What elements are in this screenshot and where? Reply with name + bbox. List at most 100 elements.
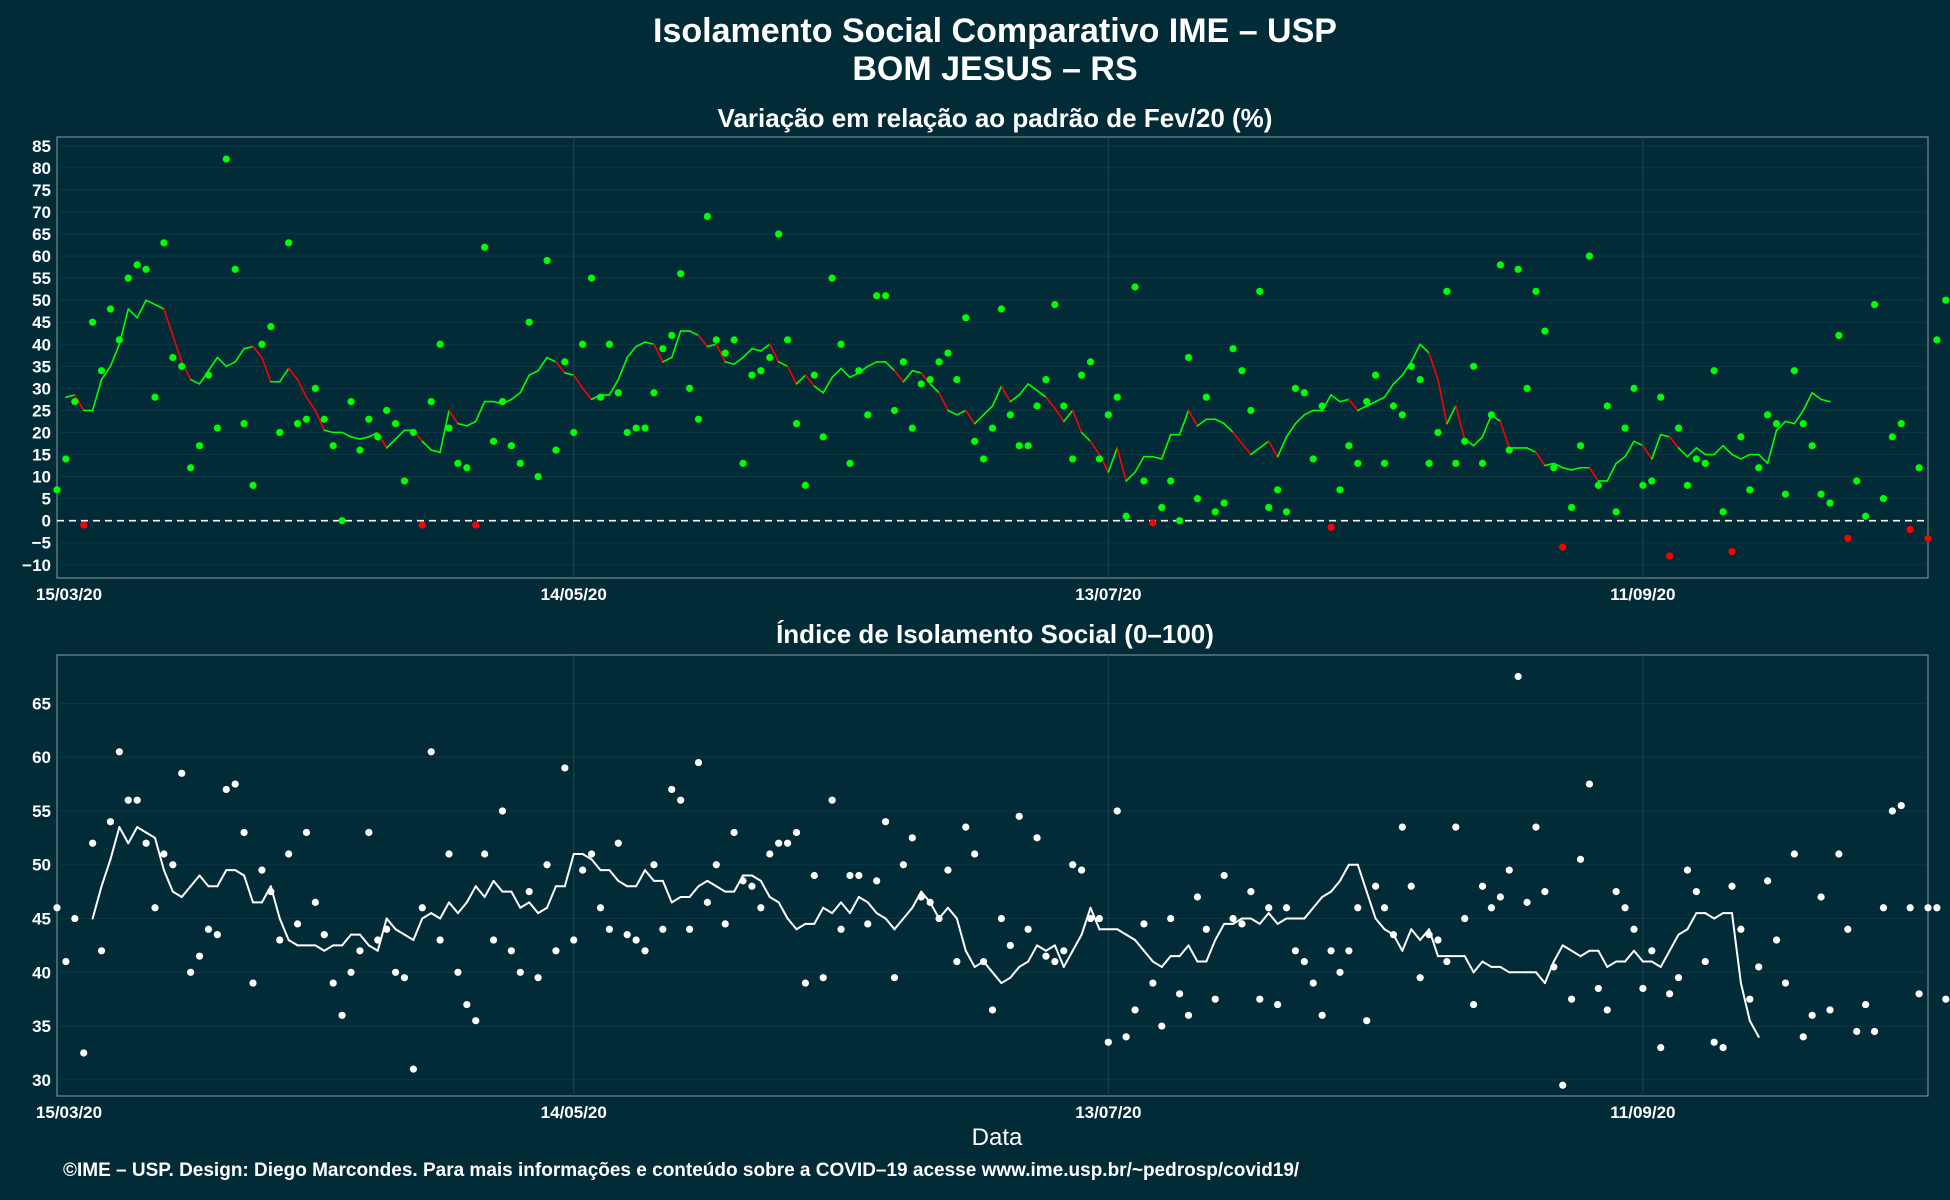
data-point: [231, 780, 239, 788]
moving-average-segment: [813, 906, 825, 925]
data-point: [988, 1006, 997, 1014]
moving-average-segment: [1071, 409, 1083, 434]
moving-average-segment: [1579, 949, 1591, 958]
data-point: [329, 979, 337, 987]
data-point: [1915, 990, 1923, 998]
data-point: [1006, 411, 1014, 419]
data-point: [1532, 287, 1540, 295]
data-point: [641, 424, 649, 432]
y-tick-label: 75: [32, 181, 51, 200]
data-point: [1291, 384, 1300, 392]
data-point: [1576, 442, 1585, 450]
moving-average-segment: [1312, 896, 1324, 909]
moving-average-segment: [635, 341, 646, 348]
data-point: [1407, 882, 1415, 890]
data-point: [685, 925, 694, 933]
moving-average-segment: [742, 347, 753, 359]
data-point: [187, 464, 195, 472]
data-point: [1879, 904, 1888, 912]
moving-average-segment: [421, 912, 433, 920]
data-point: [204, 371, 213, 379]
data-point: [1443, 287, 1451, 295]
moving-average-segment: [670, 896, 682, 904]
data-point: [668, 331, 676, 340]
data-point: [1826, 1006, 1834, 1014]
data-point: [1648, 947, 1656, 955]
moving-average-segment: [777, 901, 789, 920]
data-point: [766, 850, 774, 858]
data-point: [454, 459, 462, 467]
data-point: [801, 481, 810, 489]
data-point: [1122, 1033, 1130, 1041]
moving-average-segment: [528, 369, 539, 376]
moving-average-segment: [706, 343, 718, 348]
data-point: [1380, 904, 1389, 912]
data-point: [1282, 904, 1291, 912]
data-point: [106, 818, 115, 826]
data-point: [1487, 411, 1496, 419]
data-point: [142, 839, 150, 847]
moving-average-segment: [1330, 879, 1341, 893]
data-point: [926, 375, 934, 384]
data-point: [908, 424, 916, 432]
moving-average-segment: [884, 917, 896, 931]
data-point: [997, 305, 1006, 313]
moving-average-segment: [1633, 440, 1644, 447]
data-point: [1211, 508, 1219, 516]
moving-average-segment: [385, 917, 397, 931]
data-point: [213, 931, 221, 939]
data-point: [1719, 1043, 1727, 1052]
data-point: [1184, 1011, 1193, 1019]
data-point: [828, 274, 836, 282]
data-point: [481, 243, 489, 251]
data-point: [293, 420, 302, 428]
moving-average-segment: [243, 874, 255, 904]
moving-average-segment: [367, 944, 379, 952]
data-point: [1924, 904, 1932, 912]
data-point: [1372, 371, 1380, 379]
data-point: [97, 367, 106, 375]
moving-average-segment: [109, 826, 121, 861]
data-point: [1042, 375, 1050, 384]
data-point: [1060, 947, 1068, 955]
moving-average-segment: [1713, 444, 1724, 456]
data-point: [1799, 1033, 1807, 1041]
moving-average-segment: [163, 308, 174, 337]
data-point: [1897, 801, 1905, 810]
moving-average-segment: [1766, 429, 1778, 465]
data-point: [481, 850, 489, 858]
data-point: [1113, 393, 1121, 401]
moving-average-segment: [74, 394, 85, 412]
data-point: [712, 336, 720, 344]
y-tick-label: 35: [32, 357, 51, 376]
moving-average-segment: [1116, 447, 1127, 482]
data-point: [1523, 898, 1531, 906]
moving-average-segment: [1472, 436, 1484, 447]
moving-average-segment: [127, 826, 139, 845]
y-tick-label: 25: [32, 401, 51, 420]
data-point: [1853, 477, 1861, 485]
data-point: [1799, 420, 1807, 428]
data-point: [1265, 503, 1273, 512]
moving-average-segment: [947, 409, 958, 416]
data-point: [231, 265, 239, 273]
data-point: [1434, 936, 1442, 944]
data-point: [258, 340, 266, 348]
moving-average-segment: [724, 361, 735, 365]
data-point: [703, 898, 711, 906]
moving-average-segment: [1446, 405, 1457, 425]
moving-average-segment: [964, 409, 976, 425]
moving-average-segment: [590, 858, 602, 872]
data-point: [1309, 979, 1317, 987]
data-point: [1077, 866, 1086, 874]
moving-average-segment: [483, 879, 495, 899]
moving-average-segment: [1053, 944, 1065, 968]
moving-average-segment: [1009, 965, 1021, 979]
data-point: [1211, 995, 1219, 1003]
data-point: [320, 415, 328, 423]
moving-average-segment: [1553, 462, 1564, 469]
data-point: [1772, 420, 1781, 428]
data-point: [160, 850, 168, 858]
moving-average-segment: [1365, 890, 1377, 920]
